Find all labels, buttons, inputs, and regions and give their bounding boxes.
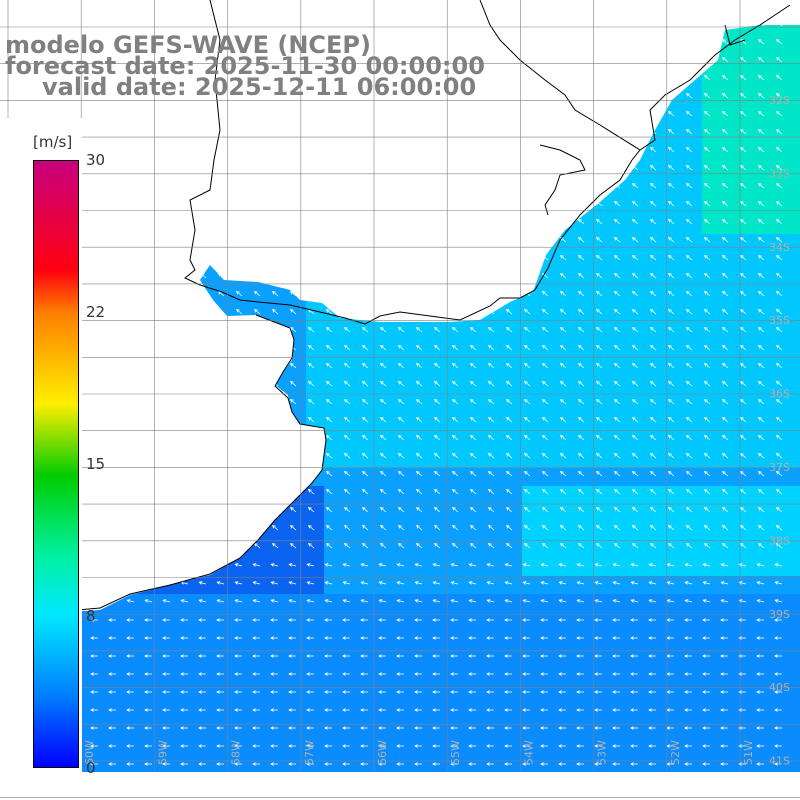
latitude-labels: 32S 33S 34S 35S 36S 37S 38S 39S 40S 41S — [769, 94, 790, 768]
forecast-date: forecast date: 2025-11-30 00:00:00 — [5, 52, 485, 80]
lat-label: 35S — [769, 314, 790, 327]
lon-label: 54W — [522, 740, 535, 765]
colorbar-tick-8: 8 — [86, 607, 96, 625]
model-title: modelo GEFS-WAVE (NCEP) — [5, 31, 371, 59]
lon-label: 57W — [303, 740, 316, 765]
lat-label: 36S — [769, 388, 790, 401]
valid-date: valid date: 2025-12-11 06:00:00 — [42, 73, 477, 101]
colorbar-tick-15: 15 — [86, 455, 106, 473]
colorbar-tick-0: 0 — [86, 759, 96, 777]
lat-label: 39S — [769, 608, 790, 621]
colorbar-tick-22: 22 — [86, 303, 106, 321]
colorbar-unit: [m/s] — [33, 133, 73, 151]
lon-label: 53W — [596, 740, 609, 765]
lat-label: 37S — [769, 461, 790, 474]
lat-label: 41S — [769, 755, 790, 768]
coastline — [184, 0, 641, 325]
lon-label: 56W — [376, 740, 389, 765]
lon-label: 59W — [156, 740, 169, 765]
lon-label: 52W — [669, 740, 682, 765]
coastline-south — [0, 314, 327, 626]
colorbar — [33, 160, 79, 768]
lon-label: 60W — [83, 740, 96, 765]
lon-label: 51W — [742, 740, 755, 765]
lat-label: 33S — [769, 167, 790, 180]
lat-label: 40S — [769, 681, 790, 694]
lat-label: 34S — [769, 241, 790, 254]
lat-label: 38S — [769, 534, 790, 547]
colorbar-tick-30: 30 — [86, 151, 106, 169]
lon-label: 58W — [230, 740, 243, 765]
lat-label: 32S — [769, 94, 790, 107]
lon-label: 55W — [449, 740, 462, 765]
